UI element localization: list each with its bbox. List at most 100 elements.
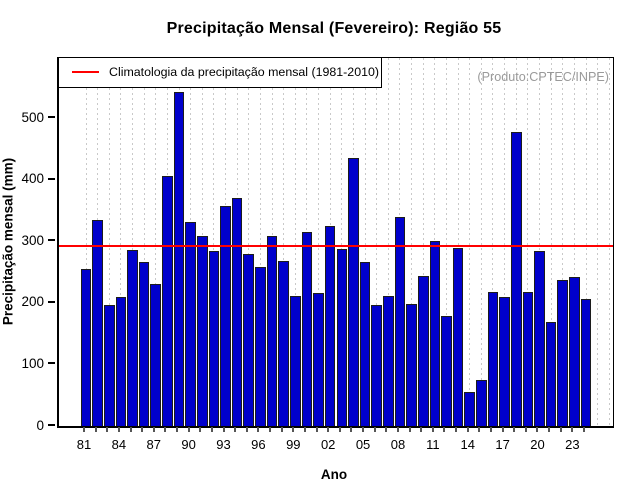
x-tick-label: 08 xyxy=(390,437,406,452)
x-tick xyxy=(327,427,330,432)
x-tick xyxy=(583,427,585,432)
x-tick xyxy=(164,427,167,432)
x-tick-label: 84 xyxy=(111,437,127,452)
bar-2000 xyxy=(301,231,313,426)
x-tick xyxy=(513,427,516,432)
bar-1995 xyxy=(243,254,255,426)
bar-1996 xyxy=(255,267,266,426)
bar-1994 xyxy=(231,197,243,426)
x-tick xyxy=(199,427,202,432)
gridline xyxy=(364,58,366,426)
bar-2021 xyxy=(545,322,557,426)
gridline xyxy=(573,58,575,426)
x-tick-label: 14 xyxy=(460,437,475,452)
gridline xyxy=(422,58,424,426)
x-tick xyxy=(443,427,446,432)
x-tick xyxy=(466,427,469,432)
x-tick xyxy=(431,427,434,432)
gridline xyxy=(283,58,285,426)
x-tick xyxy=(187,427,190,432)
gridline xyxy=(387,58,389,426)
x-tick xyxy=(396,427,399,432)
gridline xyxy=(538,58,540,426)
bar-1983 xyxy=(103,304,115,426)
x-tick xyxy=(83,427,85,432)
bar-1999 xyxy=(290,295,301,426)
bar-1990 xyxy=(185,222,196,426)
x-tick xyxy=(303,427,306,432)
gridline xyxy=(341,58,343,426)
gridline xyxy=(492,58,494,426)
gridline xyxy=(504,58,506,426)
bar-1988 xyxy=(162,176,173,426)
bar-1982 xyxy=(92,219,103,426)
x-tick xyxy=(571,427,574,432)
bar-2008 xyxy=(394,217,406,426)
x-tick-label: 81 xyxy=(76,437,92,452)
x-tick xyxy=(292,427,295,432)
bar-1985 xyxy=(127,250,138,426)
x-tick xyxy=(152,427,155,432)
bar-1992 xyxy=(208,251,220,426)
x-tick-label: 05 xyxy=(355,437,371,452)
bar-1984 xyxy=(115,297,127,426)
x-tick xyxy=(210,427,213,432)
x-tick xyxy=(548,427,551,432)
y-tick xyxy=(48,239,55,242)
x-tick-label: 93 xyxy=(216,437,231,452)
x-tick-label: 96 xyxy=(251,437,266,452)
gridline xyxy=(608,58,610,426)
gridline xyxy=(248,58,250,426)
gridline xyxy=(259,58,261,426)
gridline xyxy=(597,58,599,426)
gridline xyxy=(143,58,145,426)
x-axis-title: Ano xyxy=(320,467,348,482)
x-tick xyxy=(501,427,504,432)
bar-2005 xyxy=(359,261,371,426)
produto-annotation: (Produto:CPTEC/INPE) xyxy=(477,70,609,84)
bar-1991 xyxy=(196,236,208,426)
gridline xyxy=(411,58,413,426)
bar-1998 xyxy=(278,261,289,426)
y-tick-label: 300 xyxy=(21,232,44,248)
x-tick xyxy=(117,427,120,432)
x-tick xyxy=(478,427,481,432)
chart-title: Precipitação Mensal (Fevereiro): Região … xyxy=(166,20,502,37)
y-tick xyxy=(48,300,55,303)
bar-2022 xyxy=(557,280,569,426)
gridline xyxy=(457,58,459,426)
bar-2017 xyxy=(499,296,510,426)
gridline xyxy=(120,58,122,426)
bar-2014 xyxy=(464,392,476,426)
gridline xyxy=(318,58,320,426)
bar-2024 xyxy=(580,298,592,426)
x-tick xyxy=(234,427,237,432)
gridline xyxy=(213,58,215,426)
x-tick xyxy=(94,427,97,432)
y-tick-label: 400 xyxy=(21,171,44,187)
bar-2016 xyxy=(487,291,499,426)
x-tick xyxy=(524,427,527,432)
y-tick-label: 100 xyxy=(21,355,44,371)
bar-2015 xyxy=(476,380,487,426)
x-tick xyxy=(176,427,179,432)
bar-2018 xyxy=(510,131,522,426)
bar-1989 xyxy=(173,92,185,426)
gridline xyxy=(480,58,482,426)
gridline xyxy=(527,58,529,426)
bar-2019 xyxy=(522,292,534,426)
x-tick xyxy=(362,427,365,432)
x-tick xyxy=(245,427,248,432)
y-tick xyxy=(48,362,55,365)
bar-2012 xyxy=(441,316,452,426)
bar-2009 xyxy=(406,304,417,426)
bar-1987 xyxy=(150,284,162,426)
y-tick xyxy=(48,177,55,180)
x-tick xyxy=(536,427,539,432)
climatology-line xyxy=(59,245,613,248)
bar-2011 xyxy=(429,240,441,426)
bar-2006 xyxy=(371,305,382,426)
x-tick xyxy=(106,427,109,432)
x-tick xyxy=(129,427,132,432)
